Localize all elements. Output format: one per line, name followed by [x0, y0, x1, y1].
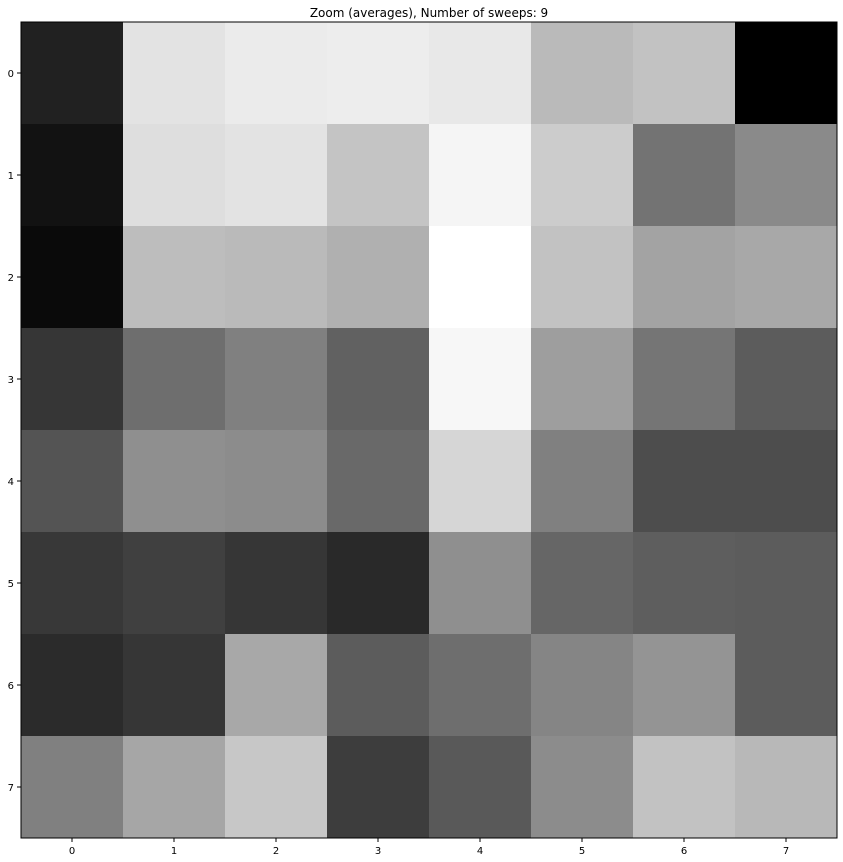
heatmap-cell-r4-c7	[735, 430, 838, 533]
heatmap-cell-r4-c6	[633, 430, 736, 533]
heatmap-cell-r1-c6	[633, 124, 736, 227]
heatmap-cell-r3-c4	[429, 328, 532, 431]
heatmap-cell-r3-c6	[633, 328, 736, 431]
plot-frame	[20, 21, 838, 839]
heatmap-cell-r0-c4	[429, 22, 532, 125]
heatmap-cell-r1-c1	[123, 124, 226, 227]
heatmap-cell-r6-c7	[735, 634, 838, 737]
heatmap-cell-r7-c0	[21, 736, 124, 839]
heatmap-cell-r6-c4	[429, 634, 532, 737]
heatmap-cell-r1-c0	[21, 124, 124, 227]
heatmap-cell-r6-c1	[123, 634, 226, 737]
heatmap-cell-r0-c2	[225, 22, 328, 125]
heatmap-cell-r5-c7	[735, 532, 838, 635]
heatmap-cell-r3-c5	[531, 328, 634, 431]
heatmap-cell-r6-c5	[531, 634, 634, 737]
heatmap-cell-r4-c4	[429, 430, 532, 533]
heatmap-cells	[21, 22, 838, 839]
heatmap-cell-r0-c0	[21, 22, 124, 125]
heatmap-cell-r7-c2	[225, 736, 328, 839]
x-tick-label: 3	[375, 846, 381, 857]
heatmap-cell-r5-c4	[429, 532, 532, 635]
heatmap-cell-r2-c1	[123, 226, 226, 329]
y-tick-label: 2	[8, 273, 14, 284]
heatmap-cell-r2-c4	[429, 226, 532, 329]
heatmap-cell-r0-c1	[123, 22, 226, 125]
heatmap-cell-r1-c3	[327, 124, 430, 227]
heatmap-cell-r7-c6	[633, 736, 736, 839]
y-tick-label: 5	[8, 579, 14, 590]
x-tick-label: 2	[273, 846, 279, 857]
heatmap-cell-r4-c2	[225, 430, 328, 533]
heatmap-cell-r3-c0	[21, 328, 124, 431]
heatmap-cell-r1-c5	[531, 124, 634, 227]
heatmap-cell-r0-c3	[327, 22, 430, 125]
chart-title: Zoom (averages), Number of sweeps: 9	[310, 6, 548, 20]
heatmap-cell-r5-c1	[123, 532, 226, 635]
heatmap-cell-r6-c3	[327, 634, 430, 737]
heatmap-cell-r6-c2	[225, 634, 328, 737]
x-tick-label: 7	[783, 846, 789, 857]
heatmap-cell-r3-c1	[123, 328, 226, 431]
heatmap-cell-r5-c2	[225, 532, 328, 635]
heatmap-cell-r5-c3	[327, 532, 430, 635]
y-tick-label: 3	[8, 375, 14, 386]
heatmap-cell-r2-c0	[21, 226, 124, 329]
heatmap-cell-r7-c4	[429, 736, 532, 839]
y-tick-label: 4	[8, 477, 14, 488]
heatmap-cell-r7-c7	[735, 736, 838, 839]
x-axis: 0 1 2 3 4 5 6 7	[69, 838, 789, 857]
x-tick-label: 1	[171, 846, 177, 857]
heatmap-cell-r6-c6	[633, 634, 736, 737]
y-axis: 0 1 2 3 4 5 6 7	[8, 69, 21, 794]
x-tick-label: 5	[579, 846, 585, 857]
heatmap-cell-r2-c5	[531, 226, 634, 329]
heatmap-cell-r7-c5	[531, 736, 634, 839]
y-tick-label: 0	[8, 69, 14, 80]
heatmap-cell-r1-c2	[225, 124, 328, 227]
x-tick-label: 0	[69, 846, 75, 857]
heatmap-cell-r4-c1	[123, 430, 226, 533]
heatmap-cell-r0-c5	[531, 22, 634, 125]
heatmap-cell-r0-c7	[735, 22, 838, 125]
y-tick-label: 7	[8, 783, 14, 794]
heatmap-cell-r3-c3	[327, 328, 430, 431]
heatmap-cell-r3-c7	[735, 328, 838, 431]
heatmap-cell-r3-c2	[225, 328, 328, 431]
heatmap-cell-r2-c2	[225, 226, 328, 329]
heatmap-cell-r0-c6	[633, 22, 736, 125]
heatmap-cell-r4-c5	[531, 430, 634, 533]
heatmap-cell-r5-c6	[633, 532, 736, 635]
y-tick-label: 1	[8, 171, 14, 182]
heatmap-cell-r1-c4	[429, 124, 532, 227]
heatmap-cell-r2-c3	[327, 226, 430, 329]
heatmap-cell-r5-c5	[531, 532, 634, 635]
heatmap-cell-r4-c3	[327, 430, 430, 533]
x-tick-label: 6	[681, 846, 687, 857]
heatmap-cell-r4-c0	[21, 430, 124, 533]
heatmap-cell-r1-c7	[735, 124, 838, 227]
heatmap-cell-r2-c6	[633, 226, 736, 329]
heatmap-cell-r5-c0	[21, 532, 124, 635]
y-tick-label: 6	[8, 681, 14, 692]
heatmap-cell-r2-c7	[735, 226, 838, 329]
x-tick-label: 4	[477, 846, 483, 857]
heatmap-cell-r7-c1	[123, 736, 226, 839]
heatmap-cell-r6-c0	[21, 634, 124, 737]
heatmap-cell-r7-c3	[327, 736, 430, 839]
